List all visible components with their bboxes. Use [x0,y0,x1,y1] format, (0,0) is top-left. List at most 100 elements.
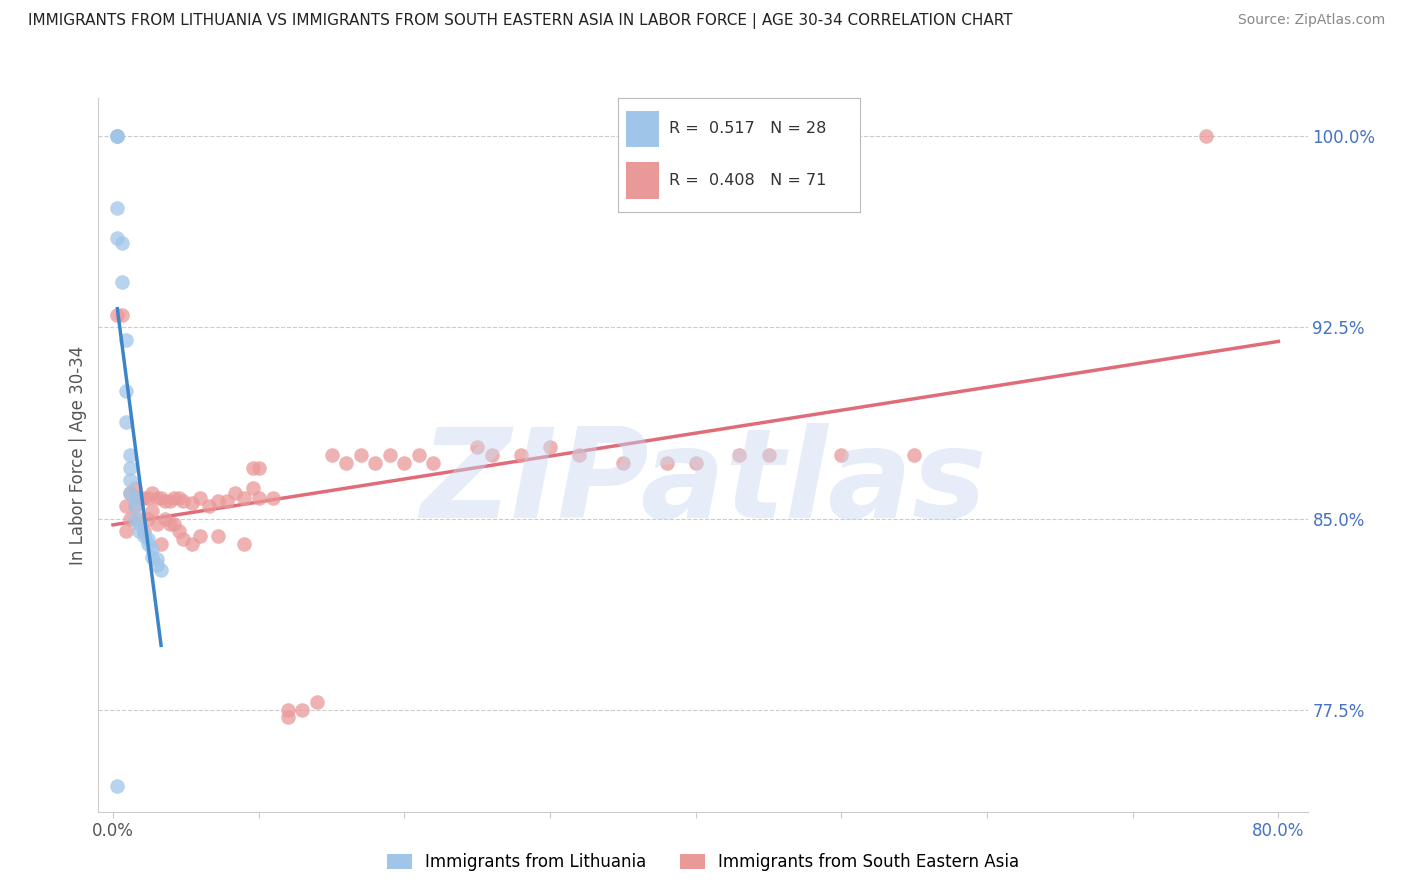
Point [903,448,925,462]
Point [190,529,212,543]
Point [335,456,357,470]
Point [105,231,128,245]
Point [111,275,134,289]
Point [136,511,159,525]
Point [758,448,780,462]
Point [190,491,212,506]
Point [163,516,186,531]
Point [115,415,138,429]
Point [394,456,416,470]
Point [120,486,142,500]
Point [145,552,167,566]
Point [141,504,163,518]
Point [120,511,142,525]
Point [612,456,634,470]
Point [150,563,173,577]
Point [207,493,229,508]
Point [247,491,270,506]
Y-axis label: In Labor Force | Age 30-34: In Labor Force | Age 30-34 [69,345,87,565]
Point [198,499,221,513]
Point [277,710,299,724]
Point [120,474,142,488]
Point [180,537,202,551]
Point [136,532,159,546]
Point [481,448,503,462]
Point [145,558,167,572]
Point [350,448,373,462]
Point [115,499,138,513]
Point [115,524,138,539]
Point [136,491,159,506]
Point [242,460,264,475]
Text: R =  0.517   N = 28: R = 0.517 N = 28 [669,121,827,136]
Point [105,129,128,144]
Point [120,448,142,462]
Point [141,542,163,557]
Point [150,537,173,551]
Point [132,524,155,539]
Point [105,129,128,144]
Point [215,493,238,508]
Point [233,537,256,551]
Point [124,499,146,513]
FancyBboxPatch shape [626,111,659,147]
Point [180,496,202,510]
Point [172,532,194,546]
Point [124,499,146,513]
Point [1194,129,1216,144]
Point [132,491,155,506]
Point [128,491,150,506]
Point [167,524,190,539]
Point [120,486,142,500]
Text: IMMIGRANTS FROM LITHUANIA VS IMMIGRANTS FROM SOUTH EASTERN ASIA IN LABOR FORCE |: IMMIGRANTS FROM LITHUANIA VS IMMIGRANTS … [28,13,1012,29]
Point [120,460,142,475]
Point [305,695,328,709]
Point [128,516,150,531]
Point [105,308,128,322]
Point [262,491,284,506]
Text: Source: ZipAtlas.com: Source: ZipAtlas.com [1237,13,1385,28]
Point [465,440,488,454]
Point [233,491,256,506]
Point [115,333,138,347]
Point [830,448,852,462]
Point [124,481,146,495]
Point [159,493,181,508]
Point [124,511,146,525]
Point [728,448,751,462]
Point [124,491,146,506]
Point [141,486,163,500]
Point [141,549,163,564]
Point [145,516,167,531]
Point [538,440,561,454]
Point [128,524,150,539]
Text: R =  0.408   N = 71: R = 0.408 N = 71 [669,173,827,188]
FancyBboxPatch shape [626,162,659,199]
Text: ZIPatlas: ZIPatlas [420,423,986,544]
Point [132,529,155,543]
Point [163,491,186,506]
Point [224,486,246,500]
Point [277,703,299,717]
Point [145,491,167,506]
Legend: Immigrants from Lithuania, Immigrants from South Eastern Asia: Immigrants from Lithuania, Immigrants fr… [378,845,1028,880]
Point [685,456,707,470]
Point [105,201,128,215]
Point [155,493,177,508]
Point [242,481,264,495]
Point [111,236,134,251]
Point [364,456,387,470]
Point [509,448,531,462]
Point [321,448,343,462]
Point [105,779,128,793]
Point [159,516,181,531]
Point [105,129,128,144]
Point [150,491,173,506]
Point [291,703,314,717]
Point [408,448,430,462]
Point [111,308,134,322]
Point [155,511,177,525]
Point [136,537,159,551]
Point [167,491,190,506]
Point [378,448,401,462]
